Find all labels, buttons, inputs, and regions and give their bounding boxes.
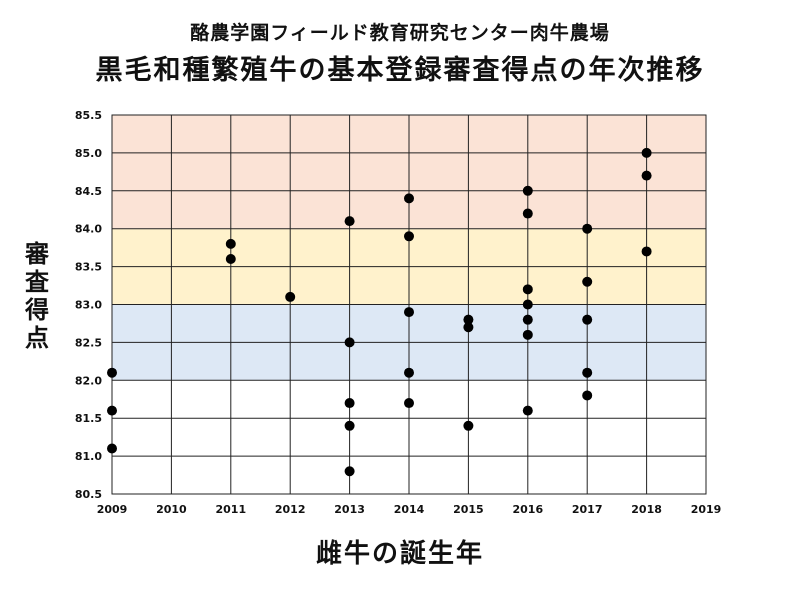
- data-point: [463, 420, 474, 431]
- data-point: [107, 405, 117, 416]
- data-point: [344, 216, 355, 227]
- y-tick-label: 84.0: [75, 223, 102, 236]
- x-tick-label: 2016: [512, 503, 543, 516]
- x-tick-label: 2018: [631, 503, 662, 516]
- data-point: [582, 223, 593, 234]
- data-point: [582, 390, 593, 401]
- data-point: [107, 443, 117, 454]
- y-tick-label: 85.0: [75, 147, 102, 160]
- x-tick-label: 2011: [215, 503, 246, 516]
- chart-title: 黒毛和種繁殖牛の基本登録審査得点の年次推移: [95, 55, 705, 86]
- data-point: [344, 337, 355, 348]
- data-point: [522, 185, 533, 196]
- y-tick-label: 81.5: [75, 412, 102, 425]
- data-point: [404, 193, 414, 204]
- y-tick-label: 80.5: [75, 488, 102, 501]
- y-tick-label: 83.5: [75, 261, 102, 274]
- data-point: [582, 367, 593, 378]
- data-point: [522, 314, 533, 325]
- data-point: [225, 238, 236, 249]
- x-tick-label: 2009: [97, 503, 128, 516]
- plot-frame: [111, 114, 707, 495]
- x-tick-label: 2012: [275, 503, 306, 516]
- data-point: [225, 254, 236, 265]
- data-point: [404, 307, 414, 318]
- data-points: [107, 147, 652, 477]
- data-point: [582, 314, 593, 325]
- chart-subtitle: 酪農学園フィールド教育研究センター肉牛農場: [190, 22, 610, 44]
- y-tick-labels: 80.5 81.0 81.5 82.0 82.5 83.0 83.5 84.0 84.5 85.0…: [75, 109, 102, 501]
- data-point: [344, 466, 355, 477]
- data-point: [404, 398, 414, 409]
- data-point: [582, 276, 593, 287]
- x-tick-label: 2010: [156, 503, 187, 516]
- data-point: [107, 367, 117, 378]
- x-tick-label: 2015: [453, 503, 484, 516]
- data-point: [463, 322, 474, 333]
- data-point: [285, 291, 296, 302]
- x-tick-label: 2013: [334, 503, 365, 516]
- data-point: [522, 405, 533, 416]
- data-point: [404, 367, 414, 378]
- y-tick-label: 81.0: [75, 450, 102, 463]
- x-tick-label: 2014: [394, 503, 425, 516]
- data-point: [404, 231, 414, 242]
- data-point: [641, 246, 652, 257]
- x-tick-label: 2017: [572, 503, 603, 516]
- data-point: [344, 398, 355, 409]
- x-axis-label: 雌牛の誕生年: [315, 539, 484, 569]
- data-point: [463, 314, 474, 325]
- x-tick-labels: 2009 2010 2011 2012 2013 2014 2015 2016 2017 2018…: [97, 503, 722, 516]
- x-tick-label: 2019: [691, 503, 722, 516]
- data-point: [522, 329, 533, 340]
- data-point: [344, 420, 355, 431]
- y-tick-label: 82.5: [75, 336, 102, 349]
- y-tick-label: 84.5: [75, 185, 102, 198]
- data-point: [522, 208, 533, 219]
- y-tick-label: 82.0: [75, 374, 102, 387]
- data-point: [522, 299, 533, 310]
- data-point: [641, 170, 652, 181]
- y-tick-label: 83.0: [75, 299, 102, 312]
- data-point: [641, 147, 652, 158]
- y-tick-label: 85.5: [75, 109, 102, 122]
- y-axis-label: 審査得点: [25, 240, 49, 352]
- data-point: [522, 284, 533, 295]
